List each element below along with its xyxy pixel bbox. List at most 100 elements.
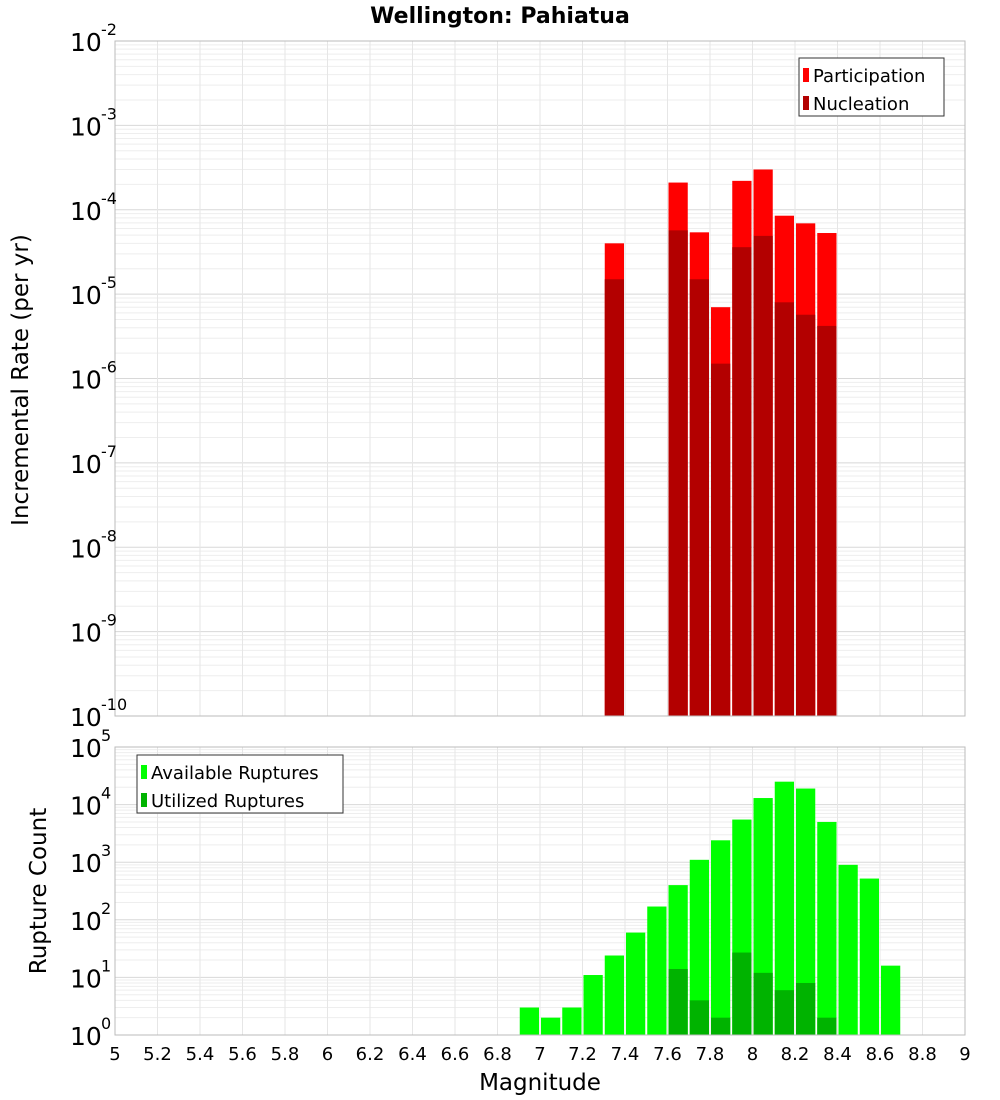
count-bar [668, 968, 688, 1035]
x-tick-label: 7 [534, 1044, 545, 1065]
rate-y-axis-title: Incremental Rate (per yr) [8, 234, 34, 526]
rate-bar [817, 325, 837, 716]
rate-y-tick-exponent: -7 [101, 442, 117, 461]
x-tick-label: 6.6 [441, 1044, 470, 1065]
chart-title: Wellington: Pahiatua [370, 4, 630, 29]
rate-legend-box [798, 57, 945, 117]
count-bar [732, 952, 752, 1035]
count-legend: Available Ruptures Utilized Ruptures [136, 754, 344, 814]
rate-y-tick-exponent: -9 [101, 611, 117, 630]
count-series-1 [668, 952, 837, 1035]
rate-legend-swatch [803, 68, 809, 82]
count-plot-border [114, 746, 966, 1036]
count-bar [796, 788, 816, 1035]
count-y-axis-title: Rupture Count [26, 808, 52, 974]
count-bar [647, 906, 667, 1035]
count-y-tick-label: 10 [70, 964, 102, 993]
rate-bar [604, 279, 624, 716]
count-bar [753, 972, 773, 1035]
count-y-tick-exponent: 1 [101, 956, 111, 975]
rate-bar [711, 363, 731, 716]
count-y-tick-exponent: 5 [101, 726, 111, 745]
count-bar [817, 821, 837, 1035]
rate-y-tick-label: 10 [70, 703, 102, 732]
x-tick-label: 6.4 [398, 1044, 427, 1065]
x-axis-title: Magnitude [479, 1070, 601, 1096]
count-bar [626, 932, 646, 1035]
count-y-tick-label: 10 [70, 1022, 102, 1051]
count-bar [689, 859, 709, 1035]
rate-y-tick-exponent: -10 [101, 695, 127, 714]
count-bar [774, 990, 794, 1035]
rate-legend-swatch [803, 96, 809, 110]
x-tick-label: 7.2 [568, 1044, 597, 1065]
rate-bar [668, 230, 688, 716]
rate-y-tick-exponent: -3 [101, 104, 117, 123]
rate-y-tick-exponent: -6 [101, 358, 117, 377]
x-tick-label: 8.2 [781, 1044, 810, 1065]
rate-legend-label: Nucleation [813, 94, 909, 115]
count-y-tick-label: 10 [70, 734, 102, 763]
x-tick-label: 6.2 [356, 1044, 385, 1065]
rate-legend-label: Participation [813, 66, 925, 87]
x-tick-label: 6 [322, 1044, 333, 1065]
x-tick-label: 9 [959, 1044, 970, 1065]
x-tick-label: 8.6 [866, 1044, 895, 1065]
rate-y-tick-label: 10 [70, 450, 102, 479]
x-tick-label: 5 [109, 1044, 120, 1065]
rate-y-tick-exponent: -4 [101, 189, 117, 208]
count-bar [519, 1007, 539, 1035]
rate-legend: Participation Nucleation [798, 57, 945, 117]
x-tick-label: 8.4 [823, 1044, 852, 1065]
rate-bar [732, 247, 752, 716]
rate-y-tick-label: 10 [70, 534, 102, 563]
rate-grid [114, 40, 966, 717]
count-legend-swatch [141, 765, 147, 779]
count-y-tick-label: 10 [70, 849, 102, 878]
count-bar [604, 955, 624, 1035]
count-bar [881, 965, 901, 1035]
rate-y-tick-exponent: -2 [101, 20, 117, 39]
count-legend-swatch [141, 793, 147, 807]
count-y-tick-exponent: 4 [101, 784, 111, 803]
rate-y-tick-label: 10 [70, 619, 102, 648]
x-tick-label: 7.6 [653, 1044, 682, 1065]
x-tick-label: 8.8 [908, 1044, 937, 1065]
count-legend-label: Available Ruptures [151, 763, 319, 784]
x-tick-label: 5.6 [228, 1044, 257, 1065]
count-bar [583, 975, 603, 1035]
x-tick-label: 5.4 [186, 1044, 215, 1065]
rate-y-tick-label: 10 [70, 112, 102, 141]
count-legend-box [136, 754, 344, 814]
rate-y-tick-exponent: -8 [101, 526, 117, 545]
x-tick-label: 6.8 [483, 1044, 512, 1065]
rate-y-tick-label: 10 [70, 197, 102, 226]
count-bar [541, 1017, 561, 1035]
rate-y-tick-label: 10 [70, 281, 102, 310]
count-y-tick-exponent: 3 [101, 841, 111, 860]
count-bar [838, 864, 858, 1035]
count-y-tick-label: 10 [70, 907, 102, 936]
x-tick-label: 7.4 [611, 1044, 640, 1065]
rate-y-tick-label: 10 [70, 366, 102, 395]
rate-bar [689, 279, 709, 716]
count-bar [774, 781, 794, 1035]
count-y-tick-exponent: 2 [101, 899, 111, 918]
count-bar [562, 1007, 582, 1035]
count-legend-label: Utilized Ruptures [151, 791, 304, 812]
count-y-tick-label: 10 [70, 792, 102, 821]
rate-bar [753, 235, 773, 716]
x-axis-ticks: 5 5.2 5.4 5.6 5.8 6 6.2 6.4 6.6 6.8 7 7.2 7.4 7.6 7.8 8… [109, 1044, 970, 1065]
x-tick-label: 7.8 [696, 1044, 725, 1065]
rate-bar [796, 314, 816, 716]
count-bar [796, 982, 816, 1035]
x-tick-label: 5.2 [143, 1044, 172, 1065]
rate-series-1 [604, 230, 837, 716]
count-bar [711, 840, 731, 1035]
count-bar [859, 878, 879, 1035]
count-bar [689, 1000, 709, 1035]
count-bar [817, 1017, 837, 1035]
